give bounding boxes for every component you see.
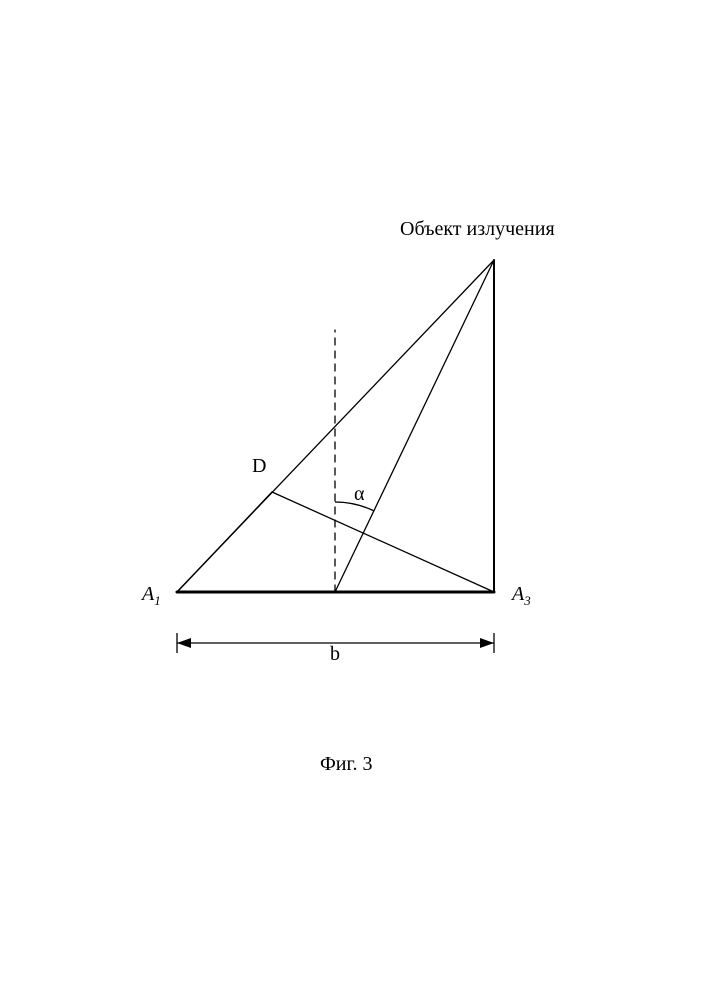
object-label: Объект излучения: [400, 218, 555, 240]
edge: [177, 492, 272, 592]
dim-arrow-left: [177, 638, 191, 648]
point-a3-label: A3: [510, 583, 531, 608]
point-a1-label: A1: [140, 583, 161, 608]
angle-alpha-label: α: [354, 483, 365, 505]
edge: [335, 260, 494, 592]
figure-caption: Фиг. 3: [320, 753, 372, 775]
dim-b-label: b: [330, 643, 340, 665]
edge: [272, 492, 494, 592]
point-d-label: D: [252, 455, 266, 477]
geometry-diagram: Объект излучения A1 A3 Dα b Фиг. 3: [0, 0, 707, 1000]
dim-arrow-right: [480, 638, 494, 648]
